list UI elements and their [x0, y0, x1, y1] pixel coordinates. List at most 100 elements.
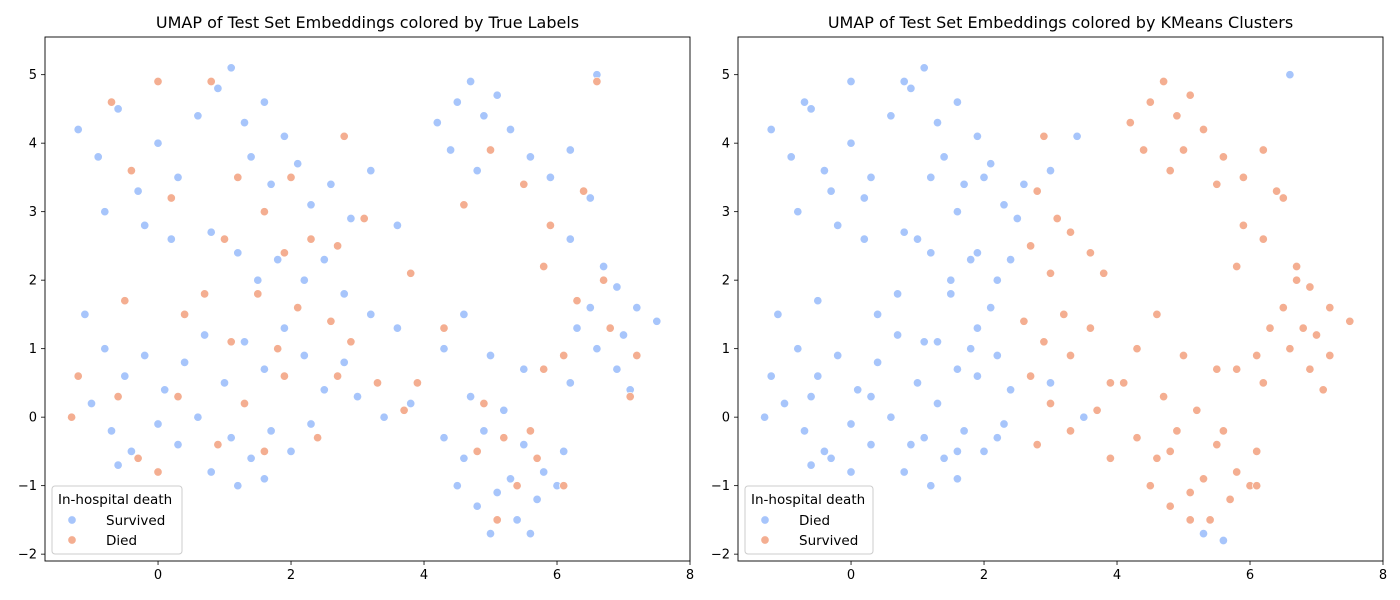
left-point-survived-20 [346, 213, 356, 224]
right-point-died-22 [926, 248, 936, 258]
left-y-axis: −2 −1 0 1 2 3 4 5 [18, 68, 45, 563]
left-point-survived-41 [545, 172, 555, 182]
left-point-survived-97 [472, 501, 482, 511]
left-y-tick-label: 1 [29, 342, 37, 357]
left-point-survived-40 [525, 152, 535, 162]
left-point-died-47 [632, 350, 642, 361]
right-point-died-73 [806, 392, 816, 402]
right-point-died-61 [959, 426, 969, 436]
right-point-died-47 [779, 398, 790, 409]
right-legend-label-died: Died [799, 513, 830, 529]
left-point-died-25 [173, 392, 183, 402]
right-point-died-14 [972, 131, 982, 141]
left-point-survived-78 [246, 453, 256, 463]
right-point-died-7 [833, 220, 843, 230]
right-point-died-20 [1012, 213, 1022, 224]
left-point-died-20 [226, 337, 236, 347]
left-point-survived-10 [213, 83, 223, 93]
right-point-died-76 [972, 371, 982, 381]
left-point-died-38 [485, 145, 496, 155]
left-point-died-21 [180, 309, 190, 319]
right-chart-title: UMAP of Test Set Embeddings colored by K… [828, 13, 1293, 32]
left-point-survived-11 [226, 63, 236, 73]
left-x-tick-label: 8 [686, 568, 694, 583]
left-point-survived-85 [113, 460, 123, 470]
right-point-died-39 [986, 303, 996, 313]
left-point-died-51 [472, 446, 482, 456]
left-point-survived-23 [206, 227, 216, 237]
right-point-died-70 [873, 309, 883, 319]
right-point-died-28 [846, 76, 856, 87]
left-point-survived-52 [612, 364, 622, 374]
left-point-died-59 [406, 268, 416, 278]
left-y-tick-label: −1 [18, 479, 37, 494]
left-point-died-34 [153, 467, 163, 477]
right-point-survived-48 [1252, 350, 1262, 361]
right-point-died-62 [979, 446, 989, 456]
left-point-died-45 [572, 296, 582, 306]
left-y-tick-label: −2 [18, 548, 37, 563]
left-point-died-4 [206, 76, 216, 87]
right-point-survived-40 [1285, 344, 1295, 354]
left-point-died-57 [559, 481, 569, 491]
left-point-died-9 [339, 131, 349, 141]
right-point-died-54 [932, 337, 943, 347]
left-point-survived-59 [120, 371, 130, 381]
right-point-survived-44 [1278, 303, 1288, 313]
right-point-died-40 [773, 309, 783, 319]
right-point-survived-59 [1192, 405, 1202, 415]
right-point-died-52 [886, 412, 896, 422]
right-point-died-44 [853, 385, 863, 395]
left-point-survived-88 [406, 398, 416, 409]
right-point-died-33 [952, 207, 962, 217]
right-point-died-18 [999, 200, 1009, 210]
right-point-died-29 [819, 166, 829, 176]
right-point-died-15 [939, 152, 949, 162]
right-chart-panel: UMAP of Test Set Embeddings colored by K… [711, 13, 1387, 583]
right-point-survived-77 [1105, 453, 1115, 463]
left-y-tick-label: 0 [29, 411, 37, 426]
left-point-survived-6 [100, 207, 110, 217]
left-point-survived-49 [652, 316, 662, 326]
right-legend: In-hospital death Died Survived [744, 485, 874, 555]
left-point-died-50 [539, 364, 549, 374]
left-point-survived-92 [499, 405, 509, 415]
left-point-survived-77 [226, 433, 236, 443]
right-point-died-69 [919, 337, 929, 347]
left-point-survived-38 [472, 166, 482, 176]
left-point-survived-81 [306, 419, 316, 429]
left-point-survived-8 [166, 234, 176, 244]
right-point-died-75 [932, 398, 943, 409]
left-point-survived-9 [193, 111, 203, 121]
right-x-tick-label: 4 [1113, 568, 1121, 583]
left-plot-frame [44, 36, 691, 562]
right-point-died-59 [919, 433, 929, 443]
left-point-survived-91 [479, 426, 489, 436]
left-point-died-36 [439, 323, 449, 333]
right-point-died-82 [846, 467, 856, 477]
right-point-died-4 [846, 138, 856, 148]
right-point-survived-61 [1232, 467, 1242, 477]
left-point-died-55 [492, 515, 502, 525]
right-point-survived-15 [1092, 405, 1102, 415]
right-point-died-63 [999, 419, 1009, 429]
left-point-died-60 [372, 378, 383, 388]
right-point-died-50 [846, 419, 856, 429]
left-point-survived-12 [239, 118, 250, 128]
left-y-tick-label: 2 [29, 274, 37, 289]
left-point-survived-21 [366, 166, 376, 176]
right-point-survived-10 [1085, 323, 1095, 333]
left-point-survived-48 [632, 303, 642, 313]
right-point-survived-2 [1039, 131, 1049, 141]
right-legend-title: In-hospital death [751, 492, 865, 508]
right-point-survived-73 [1185, 515, 1195, 525]
left-point-died-6 [259, 207, 269, 217]
right-point-survived-57 [1152, 453, 1162, 463]
right-point-survived-65 [1185, 487, 1195, 498]
right-point-died-41 [793, 344, 803, 354]
left-point-survived-89 [439, 433, 449, 443]
right-point-survived-43 [1258, 378, 1268, 388]
right-point-survived-69 [1198, 474, 1209, 484]
left-point-survived-66 [126, 446, 136, 456]
